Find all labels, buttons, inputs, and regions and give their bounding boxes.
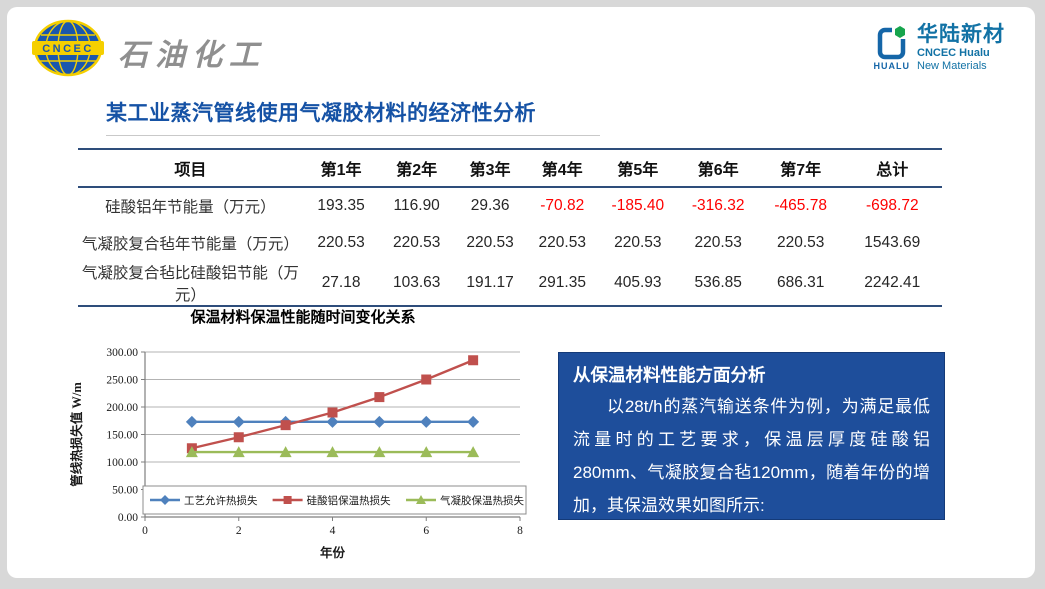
hualu-logo: HUALU 华陆新材 CNCEC Hualu New Materials	[874, 23, 1006, 73]
hualu-mark-icon	[877, 26, 905, 60]
page-title: 某工业蒸汽管线使用气凝胶材料的经济性分析	[106, 102, 536, 125]
row-label: 气凝胶复合毡比硅酸铝节能（万元）	[81, 265, 299, 304]
y-tick-label: 50.00	[112, 485, 138, 497]
hualu-mark-text: HUALU	[873, 61, 910, 71]
cell-value: -316.32	[691, 197, 745, 214]
column-header: 第6年	[697, 162, 739, 179]
table-row: 气凝胶复合毡年节能量（万元） 220.53 220.53 220.53 220.53 22…	[78, 224, 942, 261]
cell-value: 220.53	[466, 233, 514, 251]
cncec-logo: CNCEC 石油化工	[32, 18, 266, 80]
legend-label: 工艺允许热损失	[184, 494, 258, 507]
hualu-name-en1: CNCEC Hualu	[917, 47, 990, 59]
cell-value: 2242.41	[864, 274, 921, 291]
y-tick-label: 200.00	[106, 402, 138, 414]
column-header: 第4年	[541, 162, 583, 179]
row-label: 硅酸铝年节能量（万元）	[105, 199, 276, 216]
x-tick-label: 0	[142, 525, 148, 537]
table-header-row: 项目 第1年 第2年 第3年 第4年 第5年 第6年 第7年 总计	[78, 149, 942, 187]
cell-value: 1543.69	[864, 233, 921, 251]
y-tick-label: 150.00	[106, 430, 138, 442]
column-header: 第7年	[780, 162, 822, 179]
cell-value: 220.53	[614, 233, 662, 251]
x-tick-label: 6	[423, 525, 429, 537]
series-triangle	[185, 446, 480, 458]
cell-value: 220.53	[538, 233, 586, 251]
x-tick-label: 8	[517, 525, 523, 537]
cell-value: 220.53	[776, 233, 825, 251]
cell-value: 220.53	[392, 233, 441, 251]
row-label: 气凝胶复合毡年节能量（万元）	[81, 235, 299, 253]
chart-title: 保温材料保温性能随时间变化关系	[189, 308, 415, 326]
cell-value: 220.53	[694, 233, 742, 251]
cell-value: 291.35	[538, 274, 586, 291]
table-row: 气凝胶复合毡比硅酸铝节能（万元） 27.18 103.63 191.17 291.35 4…	[78, 261, 942, 306]
cell-value: -465.78	[774, 197, 827, 214]
hualu-name-en2: New Materials	[917, 60, 987, 72]
column-header: 第5年	[617, 162, 659, 179]
cell-value: 116.90	[393, 197, 440, 214]
title-underline	[106, 135, 600, 136]
cell-value: 405.93	[614, 274, 662, 291]
cell-value: 686.31	[776, 274, 825, 291]
series-diamond	[185, 415, 480, 428]
info-box-heading: 从保温材料性能方面分析	[573, 365, 766, 385]
performance-line-chart: 保温材料保温性能随时间变化关系 0.00 50.00 100.00 150.00 200.…	[69, 308, 527, 560]
cell-value: 103.63	[392, 274, 441, 291]
cell-value: 193.35	[317, 197, 365, 214]
cncec-badge-text: CNCEC	[42, 43, 94, 55]
hualu-name-cn: 华陆新材	[917, 23, 1005, 46]
y-tick-label: 0.00	[118, 512, 138, 524]
table-body: 硅酸铝年节能量（万元） 193.35 116.90 29.36 -70.82 -185.4…	[78, 187, 942, 306]
economics-table: 项目 第1年 第2年 第3年 第4年 第5年 第6年 第7年 总计 硅酸铝年节能量（万元） 193…	[78, 148, 942, 307]
slide: CNCEC 石油化工 HUALU 华陆新材 CNCEC Hualu New Ma…	[7, 7, 1035, 578]
cell-value: 191.17	[466, 274, 514, 291]
cell-value: 536.85	[694, 274, 742, 291]
cncec-globe-icon: CNCEC	[32, 19, 104, 77]
legend-label: 硅酸铝保温热损失	[307, 494, 391, 507]
economics-table-wrap: 项目 第1年 第2年 第3年 第4年 第5年 第6年 第7年 总计 硅酸铝年节能量（万元） 193…	[78, 148, 942, 307]
column-header: 项目	[174, 162, 207, 179]
column-header: 第2年	[396, 162, 438, 179]
cell-value: 220.53	[317, 233, 365, 251]
cell-value: -70.82	[540, 197, 585, 214]
column-header: 第1年	[320, 162, 362, 179]
x-axis-label: 年份	[320, 545, 346, 560]
table-row: 硅酸铝年节能量（万元） 193.35 116.90 29.36 -70.82 -185.4…	[78, 187, 942, 224]
cell-value: -185.40	[611, 197, 665, 214]
chart-legend: 工艺允许热损失 硅酸铝保温热损失 气凝胶保温热损失	[142, 485, 527, 515]
brand-name-cn: 石油化工	[118, 39, 266, 72]
y-tick-label: 250.00	[106, 375, 138, 387]
cell-value: 27.18	[321, 274, 361, 291]
cell-value: 29.36	[470, 197, 510, 214]
y-axis-label: 管线热损失值 W/m	[69, 382, 84, 487]
info-box-body: 以28t/h的蒸汽输送条件为例，为满足最低流量时的工艺要求，保温层厚度硅酸铝28…	[573, 397, 930, 516]
y-tick-label: 300.00	[106, 347, 138, 359]
x-tick-label: 2	[236, 525, 242, 537]
series-square	[186, 355, 479, 454]
column-header: 第3年	[469, 162, 511, 179]
legend-label: 气凝胶保温热损失	[440, 494, 524, 507]
cell-value: -698.72	[866, 197, 919, 214]
analysis-info-box: 从保温材料性能方面分析 以28t/h的蒸汽输送条件为例，为满足最低流量时的工艺要…	[558, 352, 945, 520]
x-tick-label: 4	[330, 525, 336, 537]
y-tick-label: 100.00	[106, 457, 138, 469]
column-header: 总计	[876, 162, 909, 179]
